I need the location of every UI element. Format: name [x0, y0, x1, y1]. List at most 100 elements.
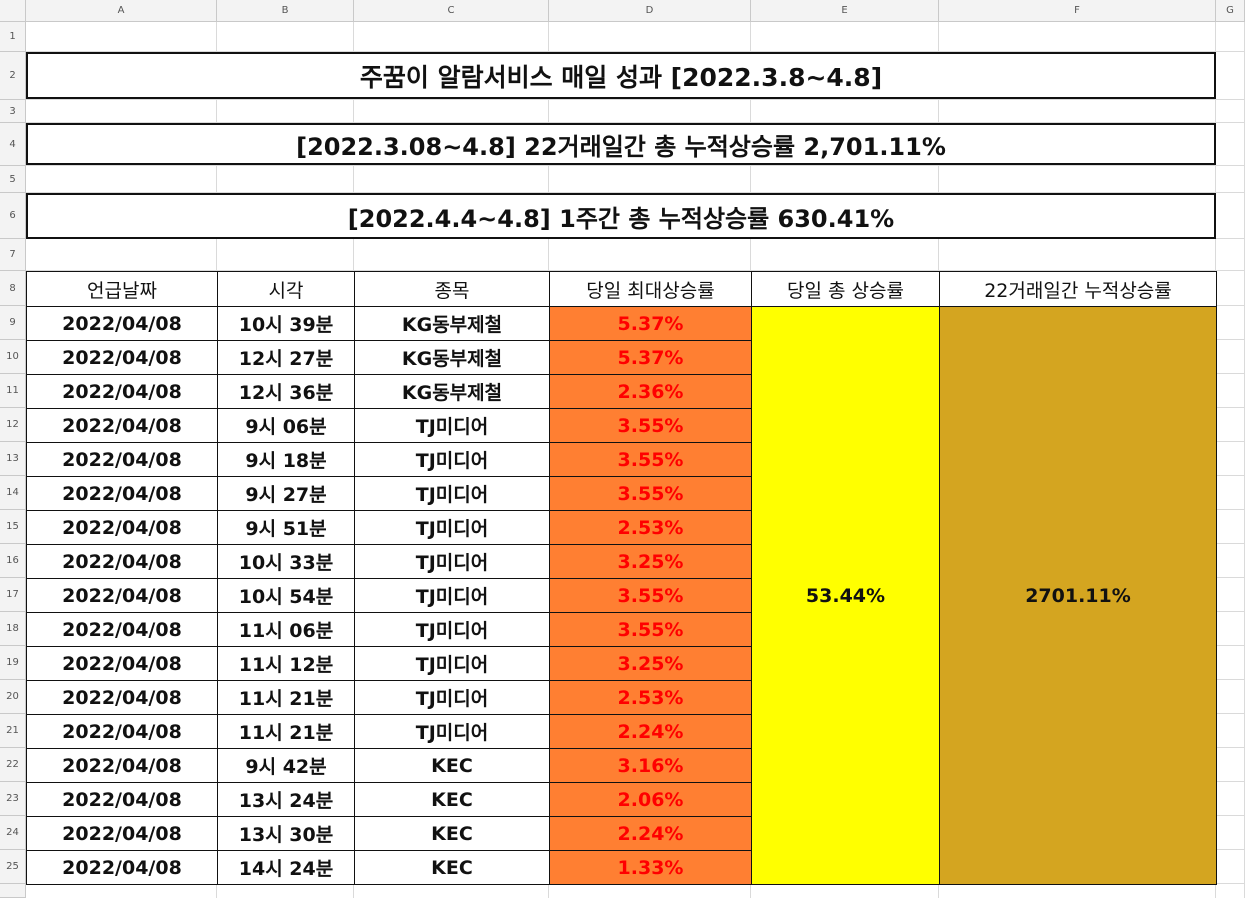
cell-date[interactable]: 2022/04/08 — [26, 748, 218, 783]
cell-stock[interactable]: TJ미디어 — [354, 408, 550, 443]
row-header-14[interactable]: 14 — [0, 476, 26, 510]
cell-time[interactable]: 11시 12분 — [217, 646, 355, 681]
header-date[interactable]: 언급날짜 — [26, 271, 218, 307]
row-header-22[interactable]: 22 — [0, 748, 26, 782]
cell-stock[interactable]: TJ미디어 — [354, 510, 550, 545]
row-header-11[interactable]: 11 — [0, 374, 26, 408]
cell-time[interactable]: 11시 06분 — [217, 612, 355, 647]
row-header-3[interactable]: 3 — [0, 100, 26, 123]
row-header-16[interactable]: 16 — [0, 544, 26, 578]
cell-date[interactable]: 2022/04/08 — [26, 714, 218, 749]
row-header-5[interactable]: 5 — [0, 166, 26, 193]
row-header-4[interactable]: 4 — [0, 123, 26, 166]
header-time[interactable]: 시각 — [217, 271, 355, 307]
cell-stock[interactable]: TJ미디어 — [354, 544, 550, 579]
column-header-c[interactable]: C — [354, 0, 549, 22]
cell-time[interactable]: 9시 51분 — [217, 510, 355, 545]
cell-stock[interactable]: TJ미디어 — [354, 680, 550, 715]
column-header-d[interactable]: D — [549, 0, 751, 22]
cell-max-rise[interactable]: 5.37% — [549, 306, 752, 341]
cell-date[interactable]: 2022/04/08 — [26, 782, 218, 817]
cell-max-rise[interactable]: 3.25% — [549, 544, 752, 579]
cell-time[interactable]: 13시 24분 — [217, 782, 355, 817]
select-all-corner[interactable] — [0, 0, 26, 22]
column-header-a[interactable]: A — [26, 0, 217, 22]
cell-max-rise[interactable]: 1.33% — [549, 850, 752, 885]
daily-total-cell[interactable]: 53.44% — [751, 306, 940, 885]
cell-max-rise[interactable]: 2.53% — [549, 510, 752, 545]
cell-time[interactable]: 12시 36분 — [217, 374, 355, 409]
cell-time[interactable]: 9시 06분 — [217, 408, 355, 443]
row-header-18[interactable]: 18 — [0, 612, 26, 646]
row-header-15[interactable]: 15 — [0, 510, 26, 544]
cell-date[interactable]: 2022/04/08 — [26, 306, 218, 341]
row-header-20[interactable]: 20 — [0, 680, 26, 714]
cell-max-rise[interactable]: 3.55% — [549, 612, 752, 647]
cell-time[interactable]: 10시 39분 — [217, 306, 355, 341]
row-header-19[interactable]: 19 — [0, 646, 26, 680]
cell-date[interactable]: 2022/04/08 — [26, 340, 218, 375]
cell-time[interactable]: 9시 18분 — [217, 442, 355, 477]
cell-max-rise[interactable]: 3.55% — [549, 578, 752, 613]
column-header-g[interactable]: G — [1216, 0, 1245, 22]
cell-time[interactable]: 14시 24분 — [217, 850, 355, 885]
cell-stock[interactable]: TJ미디어 — [354, 442, 550, 477]
cell-time[interactable]: 10시 33분 — [217, 544, 355, 579]
cell-time[interactable]: 9시 27분 — [217, 476, 355, 511]
cell-stock[interactable]: TJ미디어 — [354, 714, 550, 749]
cell-max-rise[interactable]: 3.55% — [549, 476, 752, 511]
cell-stock[interactable]: KEC — [354, 850, 550, 885]
row-header-17[interactable]: 17 — [0, 578, 26, 612]
header-daily-total[interactable]: 당일 총 상승률 — [751, 271, 940, 307]
cell-date[interactable]: 2022/04/08 — [26, 850, 218, 885]
row-header-2[interactable]: 2 — [0, 52, 26, 100]
row-header-6[interactable]: 6 — [0, 193, 26, 239]
header-cumulative[interactable]: 22거래일간 누적상승률 — [939, 271, 1217, 307]
cell-max-rise[interactable]: 2.24% — [549, 816, 752, 851]
cell-max-rise[interactable]: 2.36% — [549, 374, 752, 409]
cell-date[interactable]: 2022/04/08 — [26, 578, 218, 613]
cell-date[interactable]: 2022/04/08 — [26, 374, 218, 409]
row-header-12[interactable]: 12 — [0, 408, 26, 442]
cell-stock[interactable]: TJ미디어 — [354, 646, 550, 681]
cell-stock[interactable]: KEC — [354, 816, 550, 851]
row-header-9[interactable]: 9 — [0, 306, 26, 340]
cell-time[interactable]: 10시 54분 — [217, 578, 355, 613]
row-header-1[interactable]: 1 — [0, 22, 26, 52]
row-header-8[interactable]: 8 — [0, 271, 26, 306]
cell-stock[interactable]: KG동부제철 — [354, 340, 550, 375]
header-max-rise[interactable]: 당일 최대상승률 — [549, 271, 752, 307]
column-header-e[interactable]: E — [751, 0, 939, 22]
cell-max-rise[interactable]: 5.37% — [549, 340, 752, 375]
cell-stock[interactable]: KEC — [354, 748, 550, 783]
cell-max-rise[interactable]: 3.55% — [549, 442, 752, 477]
cell-date[interactable]: 2022/04/08 — [26, 612, 218, 647]
header-stock[interactable]: 종목 — [354, 271, 550, 307]
row-header-10[interactable]: 10 — [0, 340, 26, 374]
cell-date[interactable]: 2022/04/08 — [26, 816, 218, 851]
cell-max-rise[interactable]: 3.16% — [549, 748, 752, 783]
cell-time[interactable]: 13시 30분 — [217, 816, 355, 851]
row-header-23[interactable]: 23 — [0, 782, 26, 816]
column-header-f[interactable]: F — [939, 0, 1216, 22]
cell-date[interactable]: 2022/04/08 — [26, 476, 218, 511]
cell-max-rise[interactable]: 2.53% — [549, 680, 752, 715]
cell-date[interactable]: 2022/04/08 — [26, 544, 218, 579]
row-header-partial[interactable] — [0, 884, 26, 898]
row-header-25[interactable]: 25 — [0, 850, 26, 884]
cumulative-total-cell[interactable]: 2701.11% — [939, 306, 1217, 885]
cell-max-rise[interactable]: 3.25% — [549, 646, 752, 681]
cell-max-rise[interactable]: 2.06% — [549, 782, 752, 817]
cell-date[interactable]: 2022/04/08 — [26, 680, 218, 715]
cell-date[interactable]: 2022/04/08 — [26, 442, 218, 477]
cell-stock[interactable]: KEC — [354, 782, 550, 817]
cell-time[interactable]: 11시 21분 — [217, 714, 355, 749]
cell-stock[interactable]: TJ미디어 — [354, 578, 550, 613]
cell-stock[interactable]: TJ미디어 — [354, 612, 550, 647]
row-header-24[interactable]: 24 — [0, 816, 26, 850]
cell-date[interactable]: 2022/04/08 — [26, 408, 218, 443]
cell-max-rise[interactable]: 3.55% — [549, 408, 752, 443]
cell-date[interactable]: 2022/04/08 — [26, 510, 218, 545]
cell-stock[interactable]: KG동부제철 — [354, 306, 550, 341]
row-header-21[interactable]: 21 — [0, 714, 26, 748]
